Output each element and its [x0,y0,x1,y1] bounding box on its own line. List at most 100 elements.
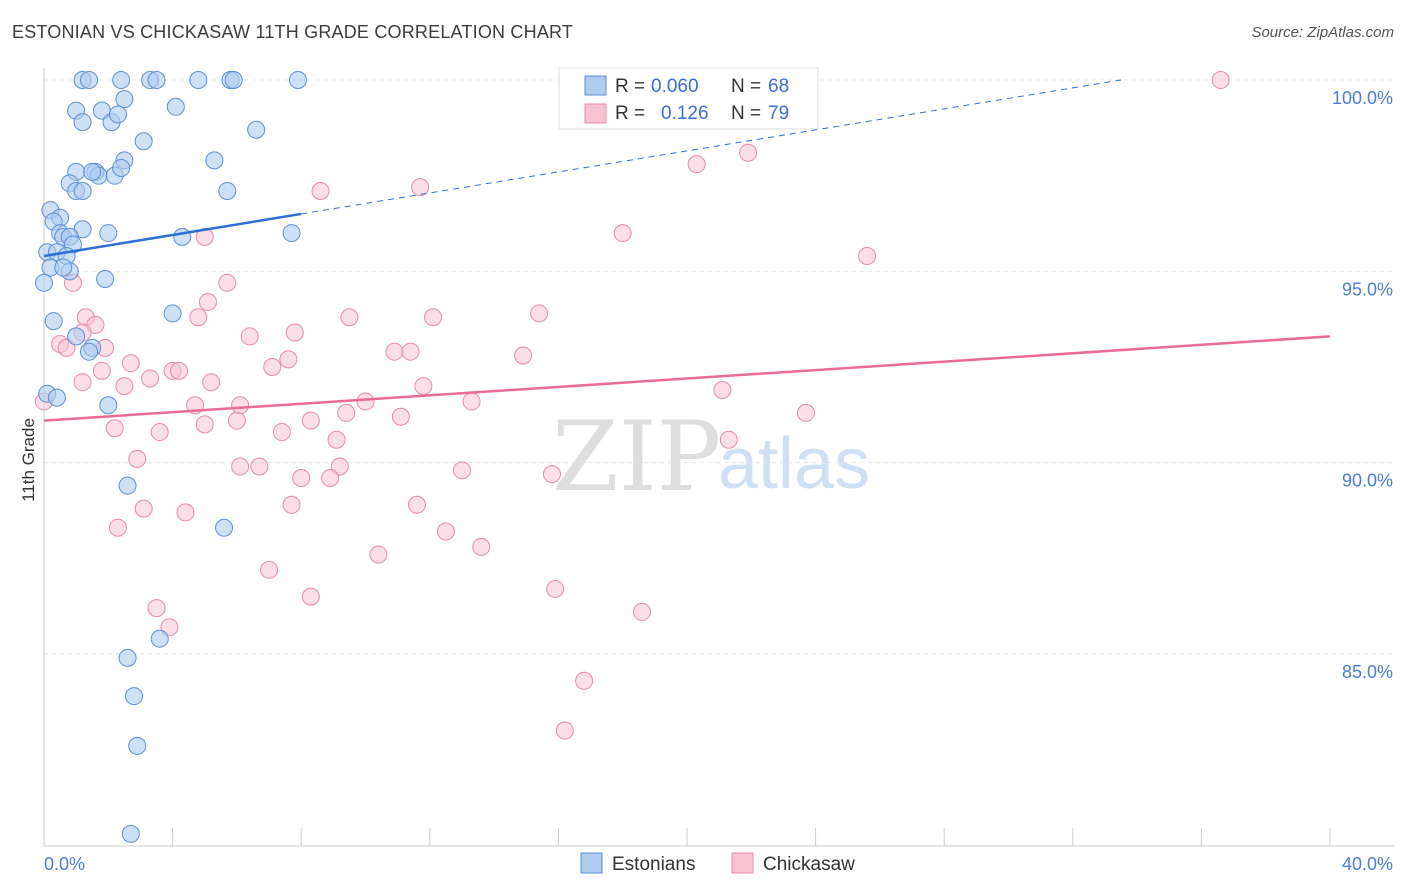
chickasaw-point [231,457,250,476]
chickasaw-point [227,411,246,430]
chickasaw-points [35,71,1230,740]
source-label: Source: ZipAtlas.com [1251,24,1394,41]
chickasaw-point [462,392,481,411]
y-axis-label: 11th Grade [19,418,38,502]
estonians-point [80,342,99,361]
chart-title: ESTONIAN VS CHICKASAW 11TH GRADE CORRELA… [12,22,574,42]
chickasaw-point [340,308,359,327]
chickasaw-point [311,181,330,200]
chickasaw-point [407,495,426,514]
chickasaw-point [369,545,388,564]
estonians-point [44,312,63,331]
chickasaw-point [327,430,346,449]
chickasaw-point [195,415,214,434]
estonians-point [205,151,224,170]
bottom-legend-swatch-estonians [580,852,603,874]
chickasaw-point [260,560,279,579]
estonians-point [112,159,131,178]
estonians-point [118,648,137,667]
chickasaw-point [279,350,298,369]
estonians-point [118,476,137,495]
estonians-point [121,824,140,843]
chickasaw-point [250,457,269,476]
y-tick-label: 85.0% [1342,662,1393,682]
chickasaw-point [321,468,340,487]
chickasaw-point [170,361,189,380]
chickasaw-point [134,499,153,518]
watermark-zip: ZIP [552,401,721,513]
chickasaw-point [292,468,311,487]
y-tick-label: 90.0% [1342,471,1393,491]
chickasaw-point [198,292,217,311]
legend-swatch-estonians [584,75,607,96]
stats-legend: R = 0.060 N = 68 R = 0.126 N = 79 [558,67,819,130]
x-tick-label: 40.0% [1342,854,1393,874]
chickasaw-point [272,423,291,442]
estonians-point [80,71,99,89]
chickasaw-point [739,143,758,162]
y-tick-label: 95.0% [1342,279,1393,299]
chickasaw-point [687,155,706,174]
chickasaw-point [108,518,127,537]
legend-n-label-estonians: N = [731,76,761,97]
estonians-points [35,71,307,843]
chickasaw-point [356,392,375,411]
estonians-point [112,71,131,89]
estonians-point [215,518,234,537]
estonians-trend-line [43,212,302,258]
chickasaw-point [92,361,111,380]
bottom-legend-label-chickasaw: Chickasaw [763,854,855,875]
bottom-legend-swatch-chickasaw [731,852,754,874]
chickasaw-point [150,423,169,442]
chickasaw-point [330,457,349,476]
estonians-point [115,90,134,109]
estonians-point [189,71,208,89]
chickasaw-point [73,373,92,392]
chickasaw-point [176,503,195,522]
chickasaw-point [147,599,166,618]
legend-swatch-chickasaw [584,103,607,124]
estonians-point [73,181,92,200]
estonians-point [108,105,127,124]
chickasaw-point [796,403,815,422]
estonians-point [83,162,102,181]
x-tick-label: 0.0% [44,854,85,874]
estonians-point [282,224,301,243]
y-tick-label: 100.0% [1332,88,1393,108]
chickasaw-point [632,602,651,621]
chickasaw-point [337,403,356,422]
estonians-point [73,113,92,132]
chickasaw-point [285,323,304,342]
legend-r-label-chickasaw: R = [615,103,645,124]
chickasaw-point [514,346,533,365]
estonians-point [147,71,166,89]
chickasaw-trend-line [43,335,1331,422]
legend-n-value-chickasaw: 79 [768,103,789,124]
estonians-point [247,120,266,139]
chickasaw-point [414,377,433,396]
trend-lines [43,79,1331,422]
chickasaw-point [1211,71,1230,89]
estonians-point [125,687,144,706]
estonians-point [54,258,73,277]
legend-n-label-chickasaw: N = [731,103,761,124]
legend-r-value-chickasaw: 0.126 [661,103,709,124]
chickasaw-point [128,449,147,468]
estonians-point [218,181,237,200]
chickasaw-point [160,618,179,637]
estonians-point [67,327,86,346]
estonians-point [99,224,118,243]
chickasaw-point [613,224,632,243]
chickasaw-point [542,465,561,484]
chickasaw-point [719,430,738,449]
chickasaw-point [202,373,221,392]
chickasaw-point [858,247,877,266]
chickasaw-point [105,419,124,438]
chickasaw-point [121,354,140,373]
chickasaw-point [218,273,237,292]
watermark-atlas: atlas [718,424,870,504]
chickasaw-point [57,338,76,357]
estonians-point [99,396,118,415]
chickasaw-point [189,308,208,327]
